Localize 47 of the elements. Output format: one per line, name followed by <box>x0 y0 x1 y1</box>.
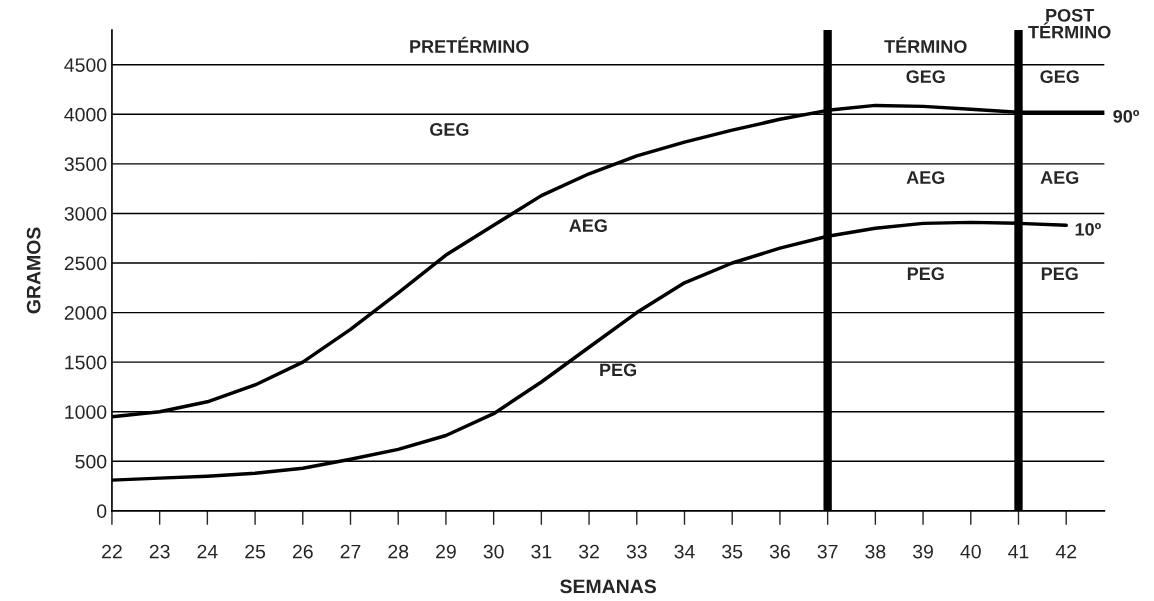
annotation: PEG <box>600 363 637 377</box>
y-tick-label: 0 <box>97 504 107 519</box>
x-tick-label: 26 <box>292 544 313 559</box>
y-tick-label: 2000 <box>64 306 107 320</box>
y-tick-label: 3000 <box>64 206 107 221</box>
series-label: 90º <box>1113 109 1140 123</box>
x-tick-label: 29 <box>436 544 456 559</box>
x-tick-label: 22 <box>102 544 122 559</box>
y-tick-label: 1000 <box>65 405 107 419</box>
y-tick-label: 1500 <box>65 355 107 370</box>
x-tick-label: 40 <box>960 544 981 559</box>
y-tick-label: 500 <box>75 454 107 469</box>
x-tick-label: 42 <box>1055 544 1077 559</box>
x-tick-label: 30 <box>483 544 504 559</box>
x-tick-label: 33 <box>626 544 647 559</box>
annotation: GEG <box>906 70 945 83</box>
annotation: POST TÉRMINO <box>1028 8 1111 39</box>
x-tick-label: 23 <box>149 544 170 559</box>
x-tick-label: 31 <box>531 544 552 559</box>
x-tick-label: 34 <box>674 544 695 559</box>
y-tick-label: 4500 <box>64 58 107 72</box>
y-tick-label: 4000 <box>64 107 107 122</box>
annotation: AEG <box>1040 171 1079 184</box>
annotation: AEG <box>906 171 945 184</box>
x-tick-label: 28 <box>388 544 409 559</box>
x-tick-label: 39 <box>913 544 933 559</box>
x-axis-title: SEMANAS <box>560 579 657 594</box>
x-tick-label: 24 <box>197 544 218 559</box>
annotation: PEG <box>907 267 944 281</box>
series-label: 10º <box>1075 222 1101 236</box>
annotation: PEG <box>1041 267 1078 281</box>
x-tick-label: 25 <box>245 544 266 559</box>
annotation: PRETÉRMINO <box>410 36 529 53</box>
y-tick-label: 3500 <box>64 157 107 172</box>
x-tick-label: 36 <box>769 544 790 559</box>
annotation: TÉRMINO <box>884 36 967 53</box>
x-tick-label: 32 <box>579 544 599 559</box>
x-tick-label: 35 <box>722 544 743 559</box>
annotation: AEG <box>569 219 607 233</box>
x-tick-label: 41 <box>1008 544 1029 559</box>
annotation: GEG <box>1040 70 1079 83</box>
x-tick-label: 37 <box>817 544 838 559</box>
x-tick-label: 38 <box>865 544 886 559</box>
annotation: GEG <box>430 123 469 136</box>
x-tick-label: 27 <box>340 544 361 559</box>
y-axis-title: GRAMOS <box>26 227 41 314</box>
y-tick-label: 2500 <box>64 256 107 271</box>
